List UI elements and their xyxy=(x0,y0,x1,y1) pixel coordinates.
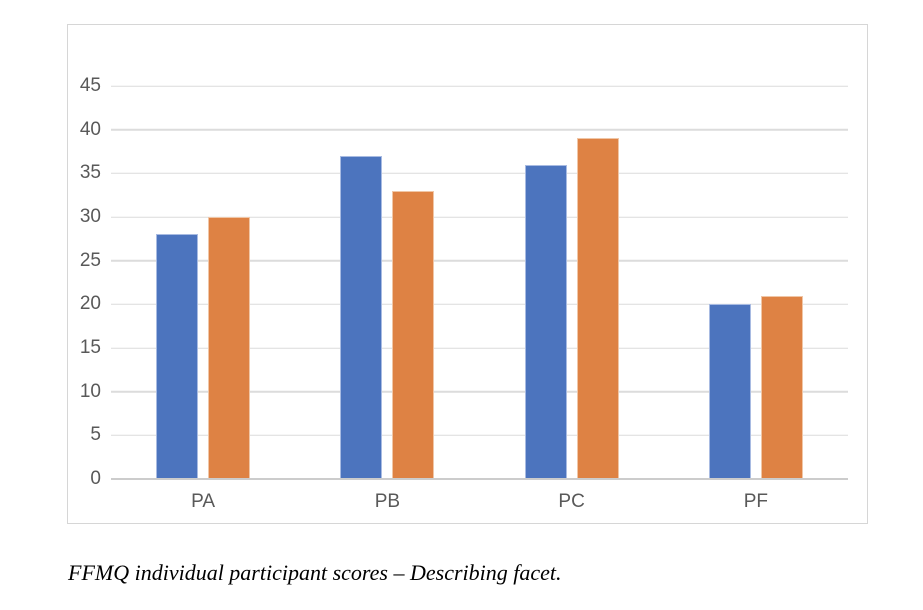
bar-group-pb xyxy=(295,86,479,479)
gridline-40 xyxy=(111,128,848,131)
bar-orange-pb xyxy=(392,190,435,479)
gridline-35 xyxy=(111,172,848,175)
y-tick-label-25: 25 xyxy=(79,249,101,271)
x-tick-label-pb: PB xyxy=(374,491,401,512)
bar-group-pc xyxy=(480,86,664,479)
bar-chart: 0 5 10 15 20 25 30 35 40 45 PA PB PC PF xyxy=(67,24,868,524)
y-tick-label-35: 35 xyxy=(79,162,101,184)
y-tick-label-10: 10 xyxy=(79,380,101,402)
bar-orange-pc xyxy=(576,138,619,479)
x-axis-line xyxy=(111,478,848,480)
plot-area: 0 5 10 15 20 25 30 35 40 45 PA PB PC PF xyxy=(80,76,848,512)
figure-caption: FFMQ individual participant scores – Des… xyxy=(68,560,562,585)
y-tick-label-30: 30 xyxy=(79,206,101,227)
gridline-5 xyxy=(111,434,848,437)
bar-blue-pb xyxy=(340,155,383,479)
gridline-30 xyxy=(111,216,848,218)
gridline-25 xyxy=(111,259,848,262)
bar-blue-pa xyxy=(156,234,199,479)
x-tick-label-pf: PF xyxy=(743,491,769,512)
bar-orange-pf xyxy=(760,295,803,479)
gridline-15 xyxy=(111,347,848,349)
y-tick-label-0: 0 xyxy=(90,468,101,489)
gridline-20 xyxy=(111,303,848,306)
x-tick-label-pc: PC xyxy=(558,491,585,512)
x-tick-label-pa: PA xyxy=(191,491,216,512)
bar-blue-pc xyxy=(524,164,567,479)
y-tick-label-5: 5 xyxy=(90,424,101,446)
gridline-45 xyxy=(111,85,848,87)
bar-orange-pa xyxy=(208,217,251,479)
y-tick-label-20: 20 xyxy=(79,293,101,315)
y-tick-label-15: 15 xyxy=(79,337,101,358)
y-tick-label-40: 40 xyxy=(79,118,101,140)
bar-blue-pf xyxy=(708,304,751,479)
bar-groups xyxy=(111,86,848,479)
gridline-10 xyxy=(111,390,848,393)
y-tick-label-45: 45 xyxy=(79,75,101,96)
bar-group-pa xyxy=(111,86,295,479)
bar-group-pf xyxy=(664,86,848,479)
